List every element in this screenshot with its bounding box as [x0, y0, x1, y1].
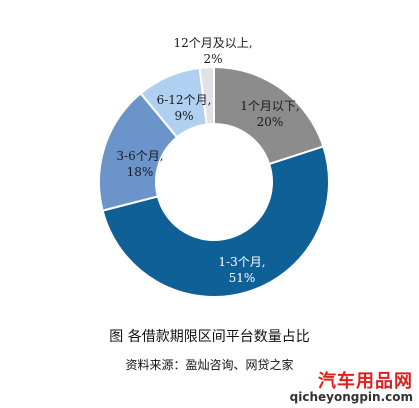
- watermark-title: 汽车用品网: [318, 370, 413, 392]
- watermark-url: qicheyongpin.com: [289, 390, 413, 405]
- slice-value-label: 9%: [174, 109, 193, 123]
- slice-category-label: 6-12个月,: [157, 93, 212, 107]
- figure-caption: 图 各借款期限区间平台数量占比: [109, 329, 310, 345]
- slice-value-label: 18%: [127, 165, 154, 179]
- slice-value-label: 2%: [203, 52, 222, 66]
- donut-chart: 1个月以下, 20% 1-3个月, 51% 3-6个月, 18% 6-12个月, 9% 12个月…: [98, 36, 330, 298]
- slice-labels: 1个月以下, 20% 1-3个月, 51% 3-6个月, 18% 6-12个月, 9% 12个月…: [116, 36, 299, 285]
- slice-category-label: 3-6个月,: [116, 149, 163, 163]
- slice-category-label: 1-3个月,: [218, 255, 265, 269]
- source-note: 资料来源：盈灿咨询、网贷之家: [125, 358, 294, 372]
- donut-slice: [198, 65, 215, 126]
- slice-category-label: 12个月及以上,: [173, 36, 252, 50]
- donut-slices: [98, 65, 330, 298]
- slice-value-label: 20%: [257, 115, 284, 129]
- slice-value-label: 51%: [229, 271, 256, 285]
- slice-category-label: 1个月以下,: [240, 99, 299, 113]
- donut-slice: [213, 65, 325, 166]
- donut-slice: [101, 145, 330, 298]
- watermark-logo: 汽车用品网 qicheyongpin.com: [289, 370, 413, 405]
